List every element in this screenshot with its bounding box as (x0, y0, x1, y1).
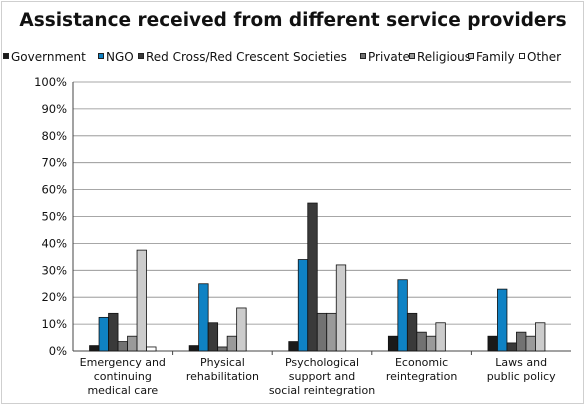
bar-ngo (497, 288, 508, 352)
legend-swatch (138, 53, 144, 59)
bar-family (136, 249, 147, 352)
legend-label: Government (11, 50, 86, 64)
bar-red-cross-red-crescent-societies (406, 312, 418, 352)
y-tick-label: 10% (41, 317, 67, 331)
y-tick-label: 50% (41, 210, 67, 224)
y-tick-label: 40% (41, 236, 67, 250)
bar-ngo (98, 316, 109, 352)
y-tick-label: 80% (41, 129, 67, 143)
bar-government (487, 335, 498, 352)
legend-label: NGO (106, 50, 134, 64)
bar-red-cross-red-crescent-societies (506, 342, 517, 352)
bar-other (146, 346, 157, 352)
bar-private (217, 346, 228, 352)
y-tick-label: 60% (41, 183, 67, 197)
bar-government (387, 335, 399, 352)
chart-title: Assistance received from different servi… (19, 10, 567, 31)
legend-swatch (468, 53, 474, 59)
category-label: social reintegration (269, 384, 375, 397)
bar-religious (525, 335, 536, 352)
bar-religious (226, 335, 238, 352)
y-tick-label: 20% (41, 290, 67, 304)
category-label: Physical (200, 356, 245, 369)
category-label: Psychological (285, 356, 359, 369)
bar-private (117, 341, 128, 352)
legend-swatch (3, 53, 9, 59)
y-tick-label: 30% (41, 263, 67, 277)
legend-label: Religious (417, 50, 471, 64)
bar-family (335, 264, 347, 352)
bar-religious (425, 335, 437, 352)
bar-ngo (397, 279, 408, 352)
legend-label: Private (368, 50, 410, 64)
category-label: Laws and (495, 356, 547, 369)
bar-religious (326, 312, 337, 352)
bar-family (535, 322, 546, 352)
y-tick-label: 70% (41, 156, 67, 170)
bar-red-cross-red-crescent-societies (108, 312, 119, 352)
y-tick-label: 90% (41, 102, 67, 116)
category-label: public policy (487, 370, 556, 383)
bar-red-cross-red-crescent-societies (307, 202, 318, 352)
legend-label: Other (527, 50, 562, 64)
bar-red-cross-red-crescent-societies (207, 322, 219, 352)
bar-religious (127, 335, 138, 352)
legend-swatch (519, 53, 525, 59)
legend-swatch (409, 53, 415, 59)
category-label: reintegration (386, 370, 458, 383)
bar-private (316, 312, 328, 352)
bar-ngo (198, 283, 209, 352)
category-label: Economic (395, 356, 448, 369)
bar-government (188, 345, 200, 352)
bar-family (435, 322, 446, 352)
category-label: continuing (94, 370, 152, 383)
bar-ngo (297, 259, 309, 352)
bar-family (236, 307, 247, 352)
category-label: rehabilitation (186, 370, 259, 383)
category-label: Emergency and (80, 356, 166, 369)
y-tick-label: 100% (34, 75, 67, 89)
y-tick-label: 0% (49, 344, 67, 358)
bar-private (516, 331, 527, 352)
category-label: medical care (87, 384, 158, 397)
chart-legend: Government NGO Red Cross/Red Crescent Soci… (3, 49, 585, 65)
bar-government (89, 345, 100, 352)
bar-government (288, 341, 299, 352)
bar-private (416, 331, 427, 352)
legend-swatch (360, 53, 366, 59)
legend-label: Family (476, 50, 515, 64)
legend-label: Red Cross/Red Crescent Societies (146, 50, 347, 64)
category-label: support and (289, 370, 355, 383)
legend-swatch (98, 53, 104, 59)
